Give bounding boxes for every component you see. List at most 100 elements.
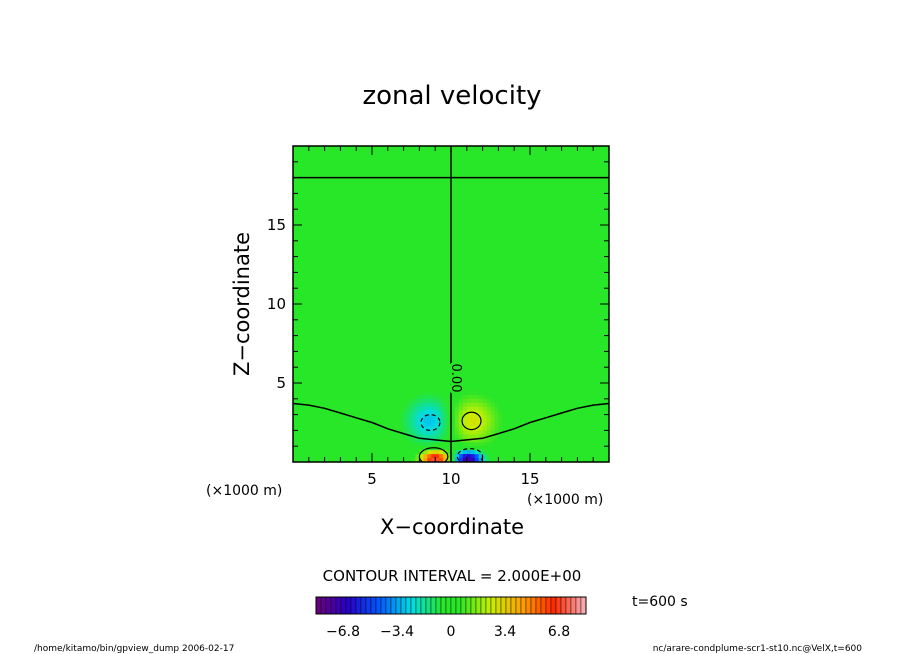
field-cell	[486, 450, 492, 455]
field-cell	[379, 296, 385, 301]
field-cell	[356, 260, 361, 266]
field-cell	[443, 284, 448, 289]
field-cell	[502, 434, 507, 439]
field-cell	[498, 146, 503, 151]
field-cell	[419, 256, 424, 262]
field-cell	[316, 386, 322, 392]
field-cell	[348, 244, 353, 250]
field-cell	[474, 197, 480, 202]
field-cell	[379, 173, 385, 179]
field-cell	[431, 426, 436, 431]
field-cell	[308, 406, 314, 412]
field-cell	[498, 458, 503, 462]
field-cell	[391, 307, 397, 313]
field-cell	[344, 450, 349, 455]
field-cell	[514, 300, 519, 305]
field-cell	[474, 232, 480, 238]
field-cell	[332, 323, 338, 329]
field-cell	[364, 256, 369, 262]
field-cell	[332, 292, 338, 297]
field-cell	[320, 149, 326, 155]
field-cell	[356, 367, 361, 372]
field-cell	[356, 379, 361, 384]
field-cell	[502, 185, 507, 191]
field-cell	[474, 252, 480, 258]
field-cell	[348, 272, 353, 277]
field-cell	[435, 248, 440, 254]
field-cell	[447, 438, 452, 443]
field-cell	[391, 371, 397, 376]
field-cell	[506, 446, 511, 451]
field-cell	[466, 264, 472, 270]
field-cell	[324, 307, 330, 313]
field-cell	[403, 157, 409, 163]
field-cell	[324, 383, 330, 388]
field-cell	[458, 418, 464, 424]
field-cell	[470, 300, 476, 305]
field-cell	[399, 292, 405, 297]
field-cell	[466, 371, 472, 376]
field-cell	[320, 331, 326, 337]
field-cell	[474, 383, 480, 388]
field-cell	[296, 185, 302, 191]
field-cell	[502, 311, 507, 317]
field-cell	[462, 236, 468, 242]
field-cell	[348, 300, 353, 305]
field-cell	[296, 197, 302, 202]
field-cell	[494, 232, 499, 238]
field-cell	[320, 414, 326, 420]
field-cell	[340, 327, 345, 333]
field-cell	[368, 146, 373, 151]
field-cell	[296, 252, 302, 258]
field-cell	[368, 418, 373, 424]
field-cell	[494, 296, 499, 301]
field-cell	[308, 205, 314, 210]
field-cell	[336, 367, 341, 372]
field-cell	[372, 205, 377, 210]
field-cell	[348, 193, 353, 198]
field-cell	[336, 240, 341, 246]
field-cell	[415, 311, 420, 317]
field-cell	[423, 185, 428, 191]
field-cell	[451, 244, 456, 250]
field-cell	[411, 323, 417, 329]
field-cell	[340, 288, 345, 293]
field-cell	[462, 379, 468, 384]
field-cell	[368, 375, 373, 380]
field-cell	[498, 311, 503, 317]
field-cell	[387, 331, 393, 337]
field-cell	[470, 327, 476, 333]
field-cell	[443, 240, 448, 246]
field-cell	[352, 446, 357, 451]
field-cell	[423, 327, 428, 333]
field-cell	[368, 442, 373, 447]
field-cell	[447, 296, 452, 301]
field-cell	[352, 232, 357, 238]
field-cell	[320, 201, 326, 206]
field-cell	[502, 181, 507, 187]
field-cell	[443, 292, 448, 297]
field-cell	[383, 252, 389, 258]
field-cell	[356, 351, 361, 356]
field-cell	[356, 228, 361, 234]
field-cell	[431, 276, 436, 281]
field-cell	[537, 284, 543, 289]
field-cell	[533, 402, 539, 408]
field-cell	[344, 446, 349, 451]
field-cell	[293, 209, 298, 214]
field-cell	[518, 181, 523, 187]
field-cell	[506, 426, 511, 431]
field-cell	[518, 236, 523, 242]
field-cell	[375, 351, 381, 356]
field-cell	[530, 209, 535, 214]
field-cell	[482, 236, 488, 242]
field-cell	[490, 153, 496, 159]
field-cell	[324, 426, 330, 431]
field-cell	[533, 386, 539, 392]
field-cell	[478, 383, 484, 388]
field-cell	[324, 284, 330, 289]
field-cell	[300, 359, 306, 364]
field-cell	[494, 430, 499, 435]
field-cell	[510, 272, 515, 277]
field-cell	[324, 434, 330, 439]
